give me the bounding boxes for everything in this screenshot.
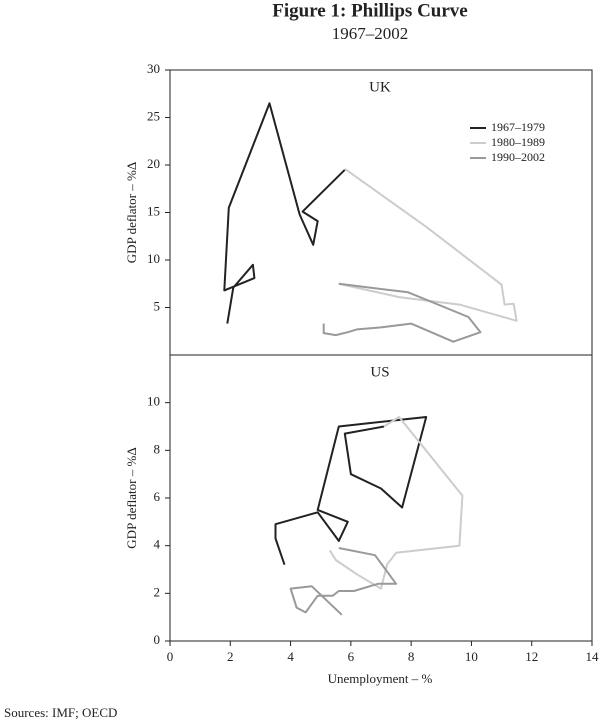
y-tick-label: 4 — [154, 537, 161, 552]
y-tick-label: 6 — [154, 489, 161, 504]
y-tick-label: 5 — [154, 298, 161, 313]
x-tick-label: 12 — [525, 649, 538, 664]
y-axis-label: GDP deflator – %Δ — [124, 447, 139, 548]
legend-label: 1980–1989 — [491, 135, 545, 149]
x-tick-label: 0 — [167, 649, 174, 664]
x-tick-label: 4 — [287, 649, 294, 664]
series-line — [322, 282, 482, 343]
chart-title: Figure 1: Phillips Curve — [272, 0, 467, 21]
x-axis-label: Unemployment – % — [328, 671, 433, 686]
panel-title: US — [370, 364, 389, 380]
x-tick-label: 8 — [408, 649, 415, 664]
chart-subtitle: 1967–2002 — [332, 24, 409, 43]
series-line — [338, 167, 518, 322]
y-tick-label: 8 — [154, 441, 161, 456]
legend-label: 1967–1979 — [491, 120, 545, 134]
y-tick-label: 10 — [147, 251, 160, 266]
series-line — [328, 416, 464, 590]
series-line — [289, 547, 398, 616]
series-line — [274, 416, 428, 566]
y-tick-label: 15 — [147, 203, 160, 218]
series-line — [223, 102, 346, 324]
panel-title: UK — [369, 79, 391, 95]
x-tick-label: 6 — [348, 649, 355, 664]
y-tick-label: 2 — [154, 584, 161, 599]
y-tick-label: 10 — [147, 394, 160, 409]
source-note: Sources: IMF; OECD — [4, 705, 117, 720]
x-tick-label: 10 — [465, 649, 478, 664]
y-tick-label: 25 — [147, 108, 160, 123]
y-tick-label: 20 — [147, 156, 160, 171]
plot-frame — [169, 354, 593, 642]
x-tick-label: 2 — [227, 649, 234, 664]
y-tick-label: 30 — [147, 61, 160, 76]
y-tick-label: 0 — [154, 632, 161, 647]
plot-frame — [169, 69, 593, 356]
legend-label: 1990–2002 — [491, 150, 545, 164]
x-tick-label: 14 — [586, 649, 600, 664]
y-axis-label: GDP deflator – %Δ — [124, 162, 139, 263]
